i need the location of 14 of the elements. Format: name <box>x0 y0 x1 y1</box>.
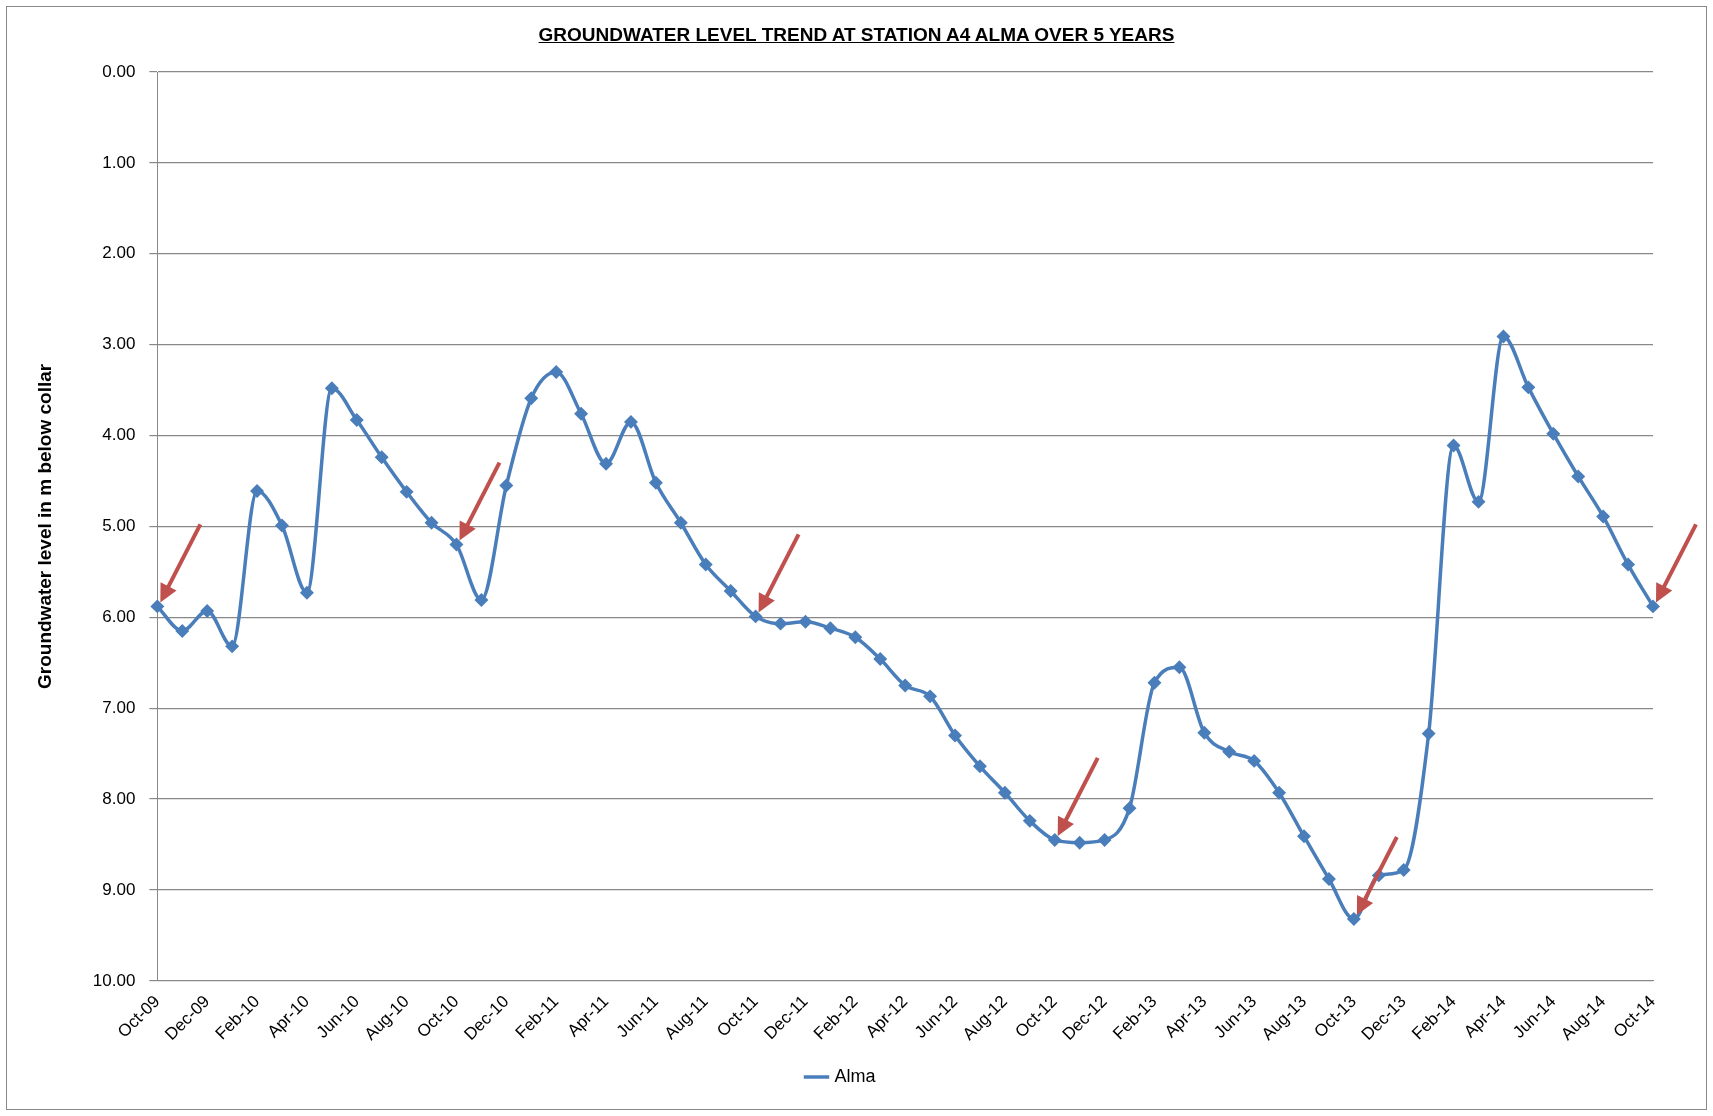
y-tick-label: 1.00 <box>102 152 136 172</box>
y-tick-label: 3.00 <box>102 334 136 354</box>
y-tick-label: 10.00 <box>92 970 136 990</box>
y-axis-title: Groundwater level in m below collar <box>33 363 55 690</box>
y-tick-label: 6.00 <box>102 606 136 626</box>
y-tick-label: 8.00 <box>102 788 136 808</box>
y-tick-label: 4.00 <box>102 425 136 445</box>
legend-label: Alma <box>834 1065 877 1086</box>
y-tick-label: 7.00 <box>102 697 136 717</box>
y-tick-label: 0.00 <box>102 61 136 81</box>
chart-title: GROUNDWATER LEVEL TREND AT STATION A4 ALMA OVER 5 YEARS <box>537 24 1176 46</box>
y-tick-label: 5.00 <box>102 516 136 536</box>
y-tick-label: 9.00 <box>102 879 136 899</box>
y-tick-label: 2.00 <box>102 243 136 263</box>
